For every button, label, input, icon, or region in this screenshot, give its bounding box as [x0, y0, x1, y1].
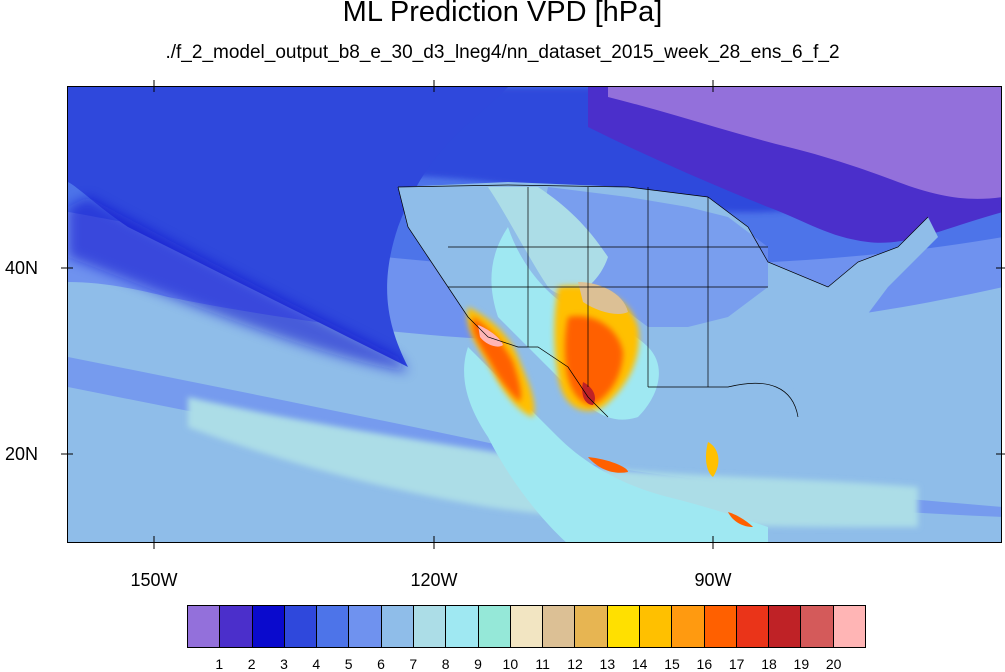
- vpd-map-panel: [67, 86, 1002, 543]
- coastline-outline: [397, 184, 929, 418]
- vpd-band-7-land: [488, 187, 608, 296]
- colorbar-label: 14: [631, 656, 648, 672]
- colorbar: [187, 605, 866, 648]
- colorbar-swatch: [769, 606, 802, 647]
- colorbar-swatch: [446, 606, 479, 647]
- colorbar-label: 16: [696, 656, 713, 672]
- colorbar-swatch: [349, 606, 382, 647]
- colorbar-swatch: [220, 606, 253, 647]
- colorbar-label: 5: [344, 656, 353, 672]
- lat-label-40n: 40N: [4, 258, 38, 278]
- lon-label-90w: 90W: [694, 570, 732, 590]
- colorbar-label: 20: [825, 656, 842, 672]
- vpd-band-3b: [68, 87, 508, 367]
- vpd-band-1: [608, 87, 1001, 199]
- colorbar-label: 12: [567, 656, 583, 672]
- colorbar-swatch: [639, 606, 673, 647]
- colorbar-swatch: [413, 606, 447, 647]
- map-title: ML Prediction VPD [hPa]: [342, 0, 663, 28]
- vpd-hot-band-20: [478, 325, 503, 347]
- colorbar-swatch: [252, 606, 285, 647]
- colorbar-swatch: [704, 606, 737, 647]
- colorbar-swatch: [672, 606, 705, 647]
- map-subtitle: ./f_2_model_output_b8_e_30_d3_lneg4/nn_d…: [165, 42, 840, 63]
- colorbar-swatch: [833, 606, 865, 647]
- colorbar-swatch: [317, 606, 350, 647]
- vpd-hot-band-14c: [705, 442, 719, 477]
- colorbar-label: 10: [502, 656, 519, 672]
- colorbar-label: 8: [441, 656, 450, 672]
- colorbar-label: 18: [761, 656, 777, 672]
- lon-label-120w: 120W: [410, 570, 458, 590]
- vpd-hot-band-16d: [728, 512, 753, 527]
- vpd-band-8-mexico: [464, 347, 768, 542]
- colorbar-swatch: [381, 606, 414, 647]
- vpd-hot-band-12: [578, 282, 628, 314]
- colorbar-label: 3: [280, 656, 288, 672]
- colorbar-swatch: [607, 606, 640, 647]
- colorbar-label: 4: [312, 656, 321, 672]
- colorbar-swatch: [575, 606, 608, 647]
- colorbar-swatch: [188, 606, 221, 647]
- colorbar-label: 2: [247, 656, 256, 672]
- vpd-band-2: [68, 197, 408, 372]
- vpd-band-5-land: [538, 187, 768, 327]
- colorbar-swatch: [510, 606, 544, 647]
- vpd-hot-band-16c: [588, 457, 628, 473]
- lon-label-150w: 150W: [130, 570, 178, 590]
- colorbar-label: 15: [664, 656, 680, 672]
- vpd-hot-band-16b: [564, 316, 623, 405]
- colorbar-label: 17: [728, 656, 745, 672]
- colorbar-swatch: [736, 606, 770, 647]
- colorbar-label: 6: [377, 656, 385, 672]
- colorbar-swatch: [801, 606, 834, 647]
- colorbar-swatch: [284, 606, 318, 647]
- colorbar-label: 11: [535, 656, 550, 672]
- colorbar-label: 1: [215, 656, 224, 672]
- colorbar-swatch: [478, 606, 511, 647]
- lat-label-20n: 20N: [4, 444, 38, 464]
- colorbar-label: 19: [793, 656, 810, 672]
- colorbar-swatch: [543, 606, 576, 647]
- vpd-hot-band-18: [582, 382, 595, 405]
- colorbar-label: 13: [599, 656, 616, 672]
- colorbar-label: 9: [474, 656, 482, 672]
- vpd-filled-contours: [68, 87, 1001, 542]
- colorbar-label: 7: [409, 656, 418, 672]
